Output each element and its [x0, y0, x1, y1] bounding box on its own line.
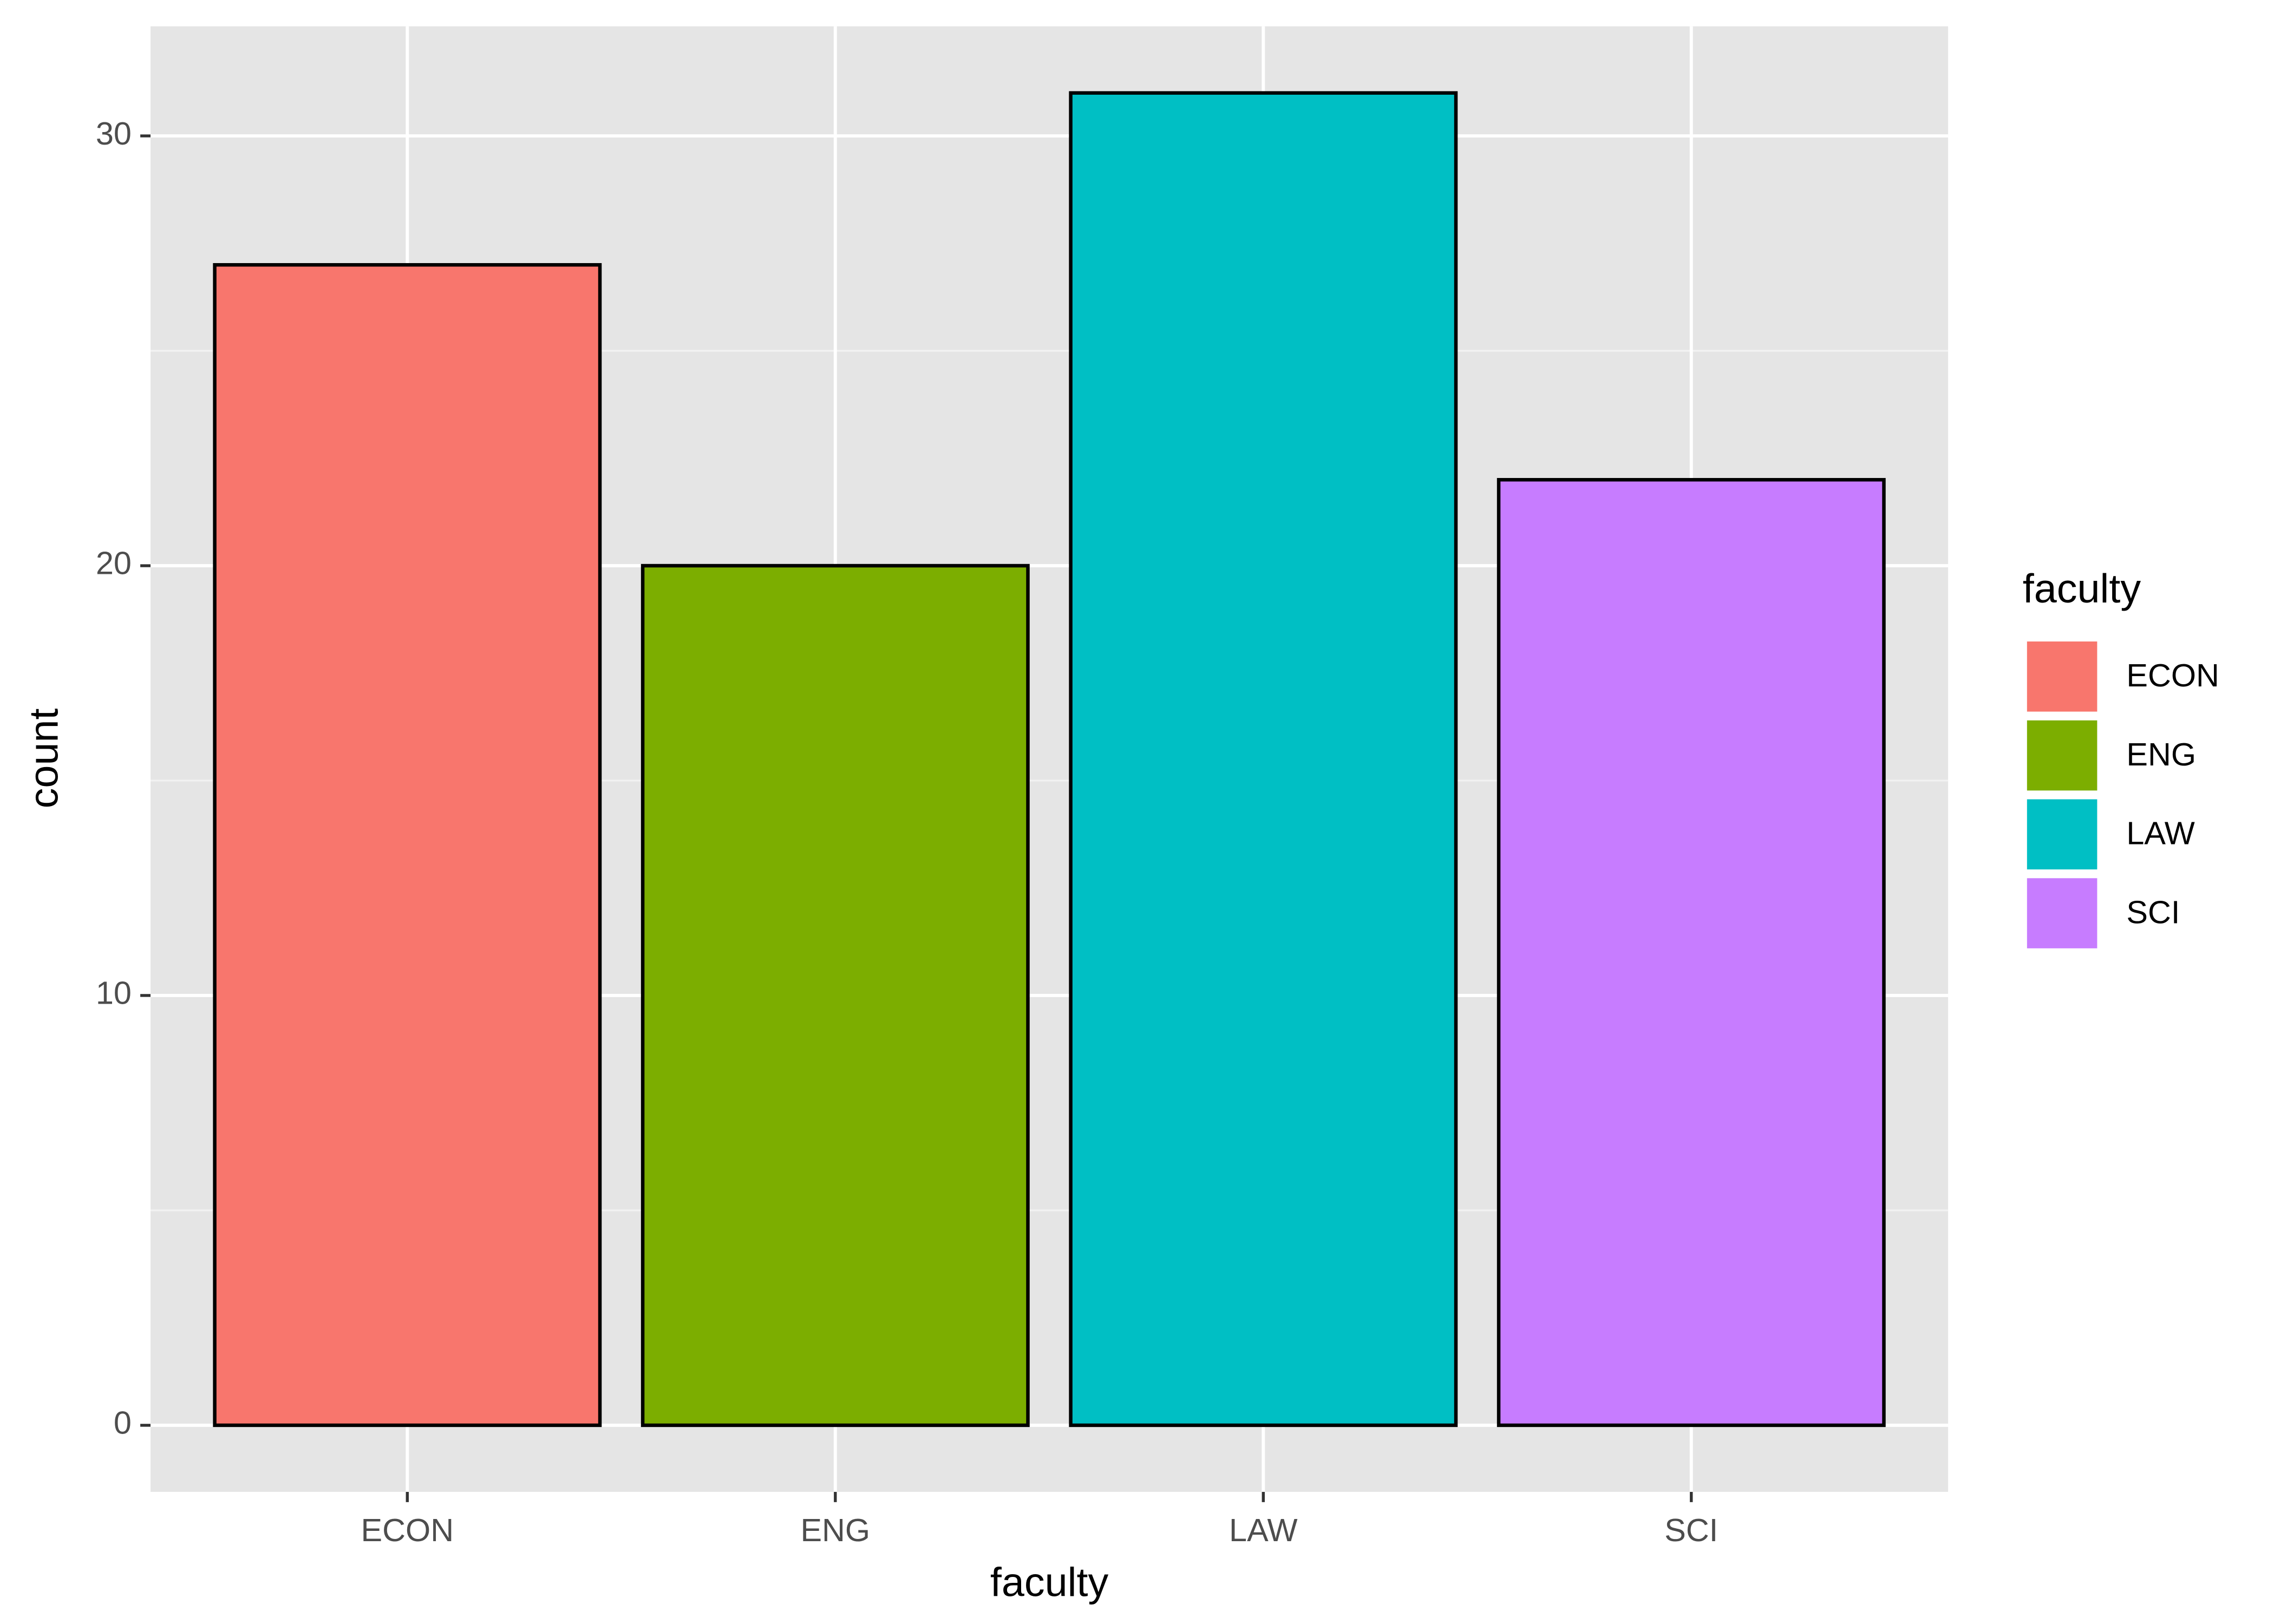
- legend-key: [2024, 717, 2100, 794]
- x-axis-title: faculty: [990, 1560, 1109, 1606]
- bar: [213, 263, 602, 1427]
- x-tick-label: SCI: [1664, 1512, 1718, 1548]
- bars: [213, 91, 1886, 1427]
- y-tick-label: 10: [96, 975, 132, 1011]
- legend-label: LAW: [2126, 815, 2194, 852]
- legend-label: ECON: [2126, 657, 2219, 693]
- legend-title: faculty: [2023, 566, 2141, 612]
- x-tick-label: LAW: [1229, 1512, 1297, 1548]
- bar: [1069, 91, 1458, 1427]
- legend-label: ENG: [2126, 736, 2196, 772]
- legend-key: [2024, 638, 2100, 715]
- x-tick-label: ENG: [800, 1512, 870, 1548]
- y-tick-label: 20: [96, 545, 132, 581]
- legend-key: [2024, 875, 2100, 952]
- bar: [1497, 477, 1886, 1427]
- bar: [641, 564, 1030, 1427]
- legend-key: [2024, 796, 2100, 873]
- y-axis-title: count: [21, 709, 67, 809]
- y-tick-label: 30: [96, 115, 132, 152]
- legend-label: SCI: [2126, 894, 2180, 930]
- x-tick-label: ECON: [361, 1512, 454, 1548]
- y-tick-label: 0: [114, 1405, 132, 1441]
